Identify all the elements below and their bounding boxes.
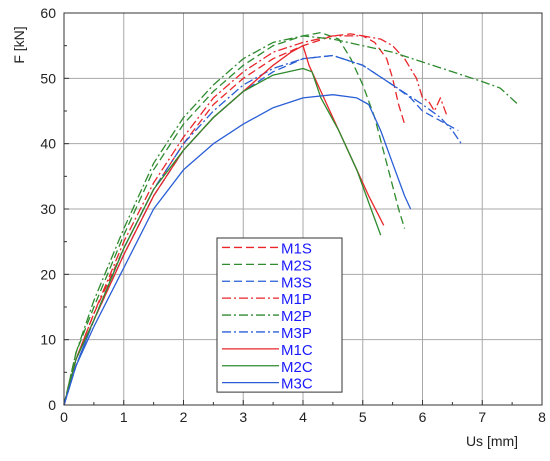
x-tick-label: 0 (60, 409, 68, 425)
y-tick-label: 0 (48, 397, 56, 413)
ticks: 0 1 2 3 4 5 6 7 8 0 10 20 30 40 50 60 (40, 5, 546, 425)
y-tick-label: 30 (40, 201, 56, 217)
y-tick-label: 10 (40, 332, 56, 348)
legend-label-m1s: M1S (281, 240, 312, 257)
series-line-m3c (63, 94, 412, 406)
x-tick-label: 2 (180, 409, 188, 425)
legend-label-m1p: M1P (281, 291, 312, 308)
x-tick-label: 7 (478, 409, 486, 425)
x-tick-label: 8 (538, 409, 546, 425)
legend-label-m2c: M2C (281, 359, 313, 376)
series-line-m2p (63, 35, 519, 406)
series-line-m2s (63, 31, 406, 406)
legend-label-m2p: M2P (281, 308, 312, 325)
y-tick-label: 50 (40, 70, 56, 86)
x-tick-label: 5 (359, 409, 367, 425)
x-tick-label: 4 (299, 409, 307, 425)
series-line-m1p (63, 35, 448, 406)
legend-label-m2s: M2S (281, 257, 312, 274)
y-tick-label: 60 (40, 5, 56, 21)
legend-label-m3p: M3P (281, 325, 312, 342)
y-axis-label: F [kN] (11, 26, 27, 63)
legend-label-m1c: M1C (281, 342, 313, 359)
legend-label-m3s: M3S (281, 274, 312, 291)
x-tick-label: 6 (419, 409, 427, 425)
y-tick-label: 20 (40, 266, 56, 282)
x-axis-label: Us [mm] (466, 433, 518, 449)
x-tick-label: 1 (120, 409, 128, 425)
series-layer (63, 31, 519, 406)
series-line-m2c (63, 67, 382, 406)
x-tick-label: 3 (239, 409, 247, 425)
legend-box (216, 237, 343, 393)
legend-label-m3c: M3C (281, 376, 313, 393)
y-tick-label: 40 (40, 136, 56, 152)
